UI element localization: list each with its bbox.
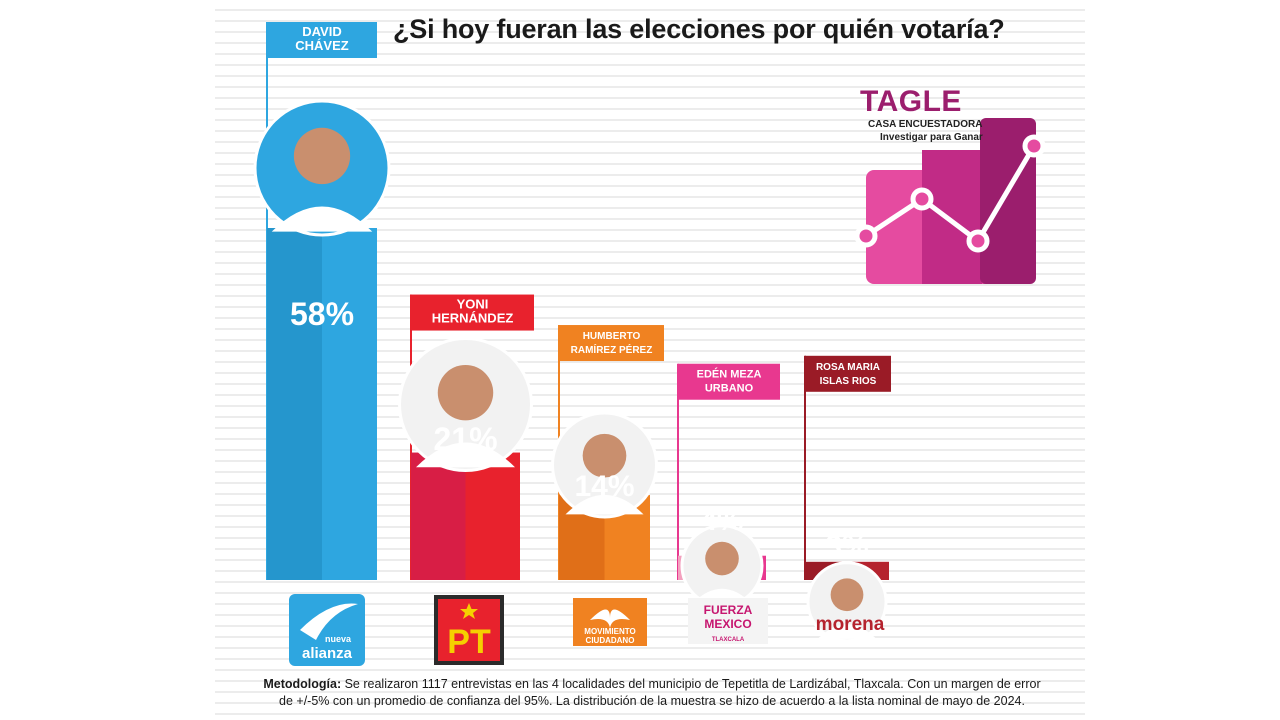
- candidate-name-line: ISLAS RIOS: [820, 376, 877, 387]
- party-logo-text: nueva: [325, 634, 352, 644]
- brand-subtitle: CASA ENCUESTADORA: [868, 119, 983, 130]
- candidate-name-tag: [559, 325, 664, 362]
- candidate-name-line: URBANO: [705, 383, 754, 395]
- brand-name: TAGLE: [860, 85, 962, 118]
- party-logo-text: CIUDADANO: [586, 636, 635, 645]
- nueva-alianza-swoosh: [300, 603, 358, 640]
- candidate-shirt: [817, 624, 877, 639]
- party-logo-text: MEXICO: [704, 617, 751, 631]
- candidate-name-line: CHÁVEZ: [295, 38, 349, 53]
- tagle-logo-block: [922, 150, 982, 284]
- candidate-name-line: EDÉN MEZA: [697, 368, 762, 381]
- candidate-name-line: HUMBERTO: [583, 331, 641, 342]
- methodology-text: Se realizaron 1117 entrevistas en las 4 …: [279, 677, 1041, 708]
- candidate-face: [705, 541, 739, 576]
- bar-left: [411, 452, 466, 580]
- bar-value-label: 3%: [825, 530, 868, 563]
- candidate-shirt: [271, 206, 373, 232]
- bar-right: [465, 452, 520, 580]
- nueva-alianza-logo: [289, 594, 365, 666]
- brand-tagline: Investigar para Ganar: [880, 132, 983, 143]
- tagle-logo-point: [910, 187, 934, 211]
- tagle-logo-point: [966, 229, 990, 253]
- candidate-shirt: [416, 442, 515, 468]
- bar-value-label: 14%: [574, 470, 634, 503]
- party-logo-text: PT: [447, 623, 491, 661]
- tagle-logo-block: [980, 118, 1036, 284]
- candidate-face: [582, 433, 627, 478]
- pt-star-icon: [460, 603, 478, 619]
- candidate-name-line: ROSA MARIA: [816, 362, 880, 373]
- tagle-logo-trend-line: [864, 144, 1037, 245]
- tagle-brand: TAGLE CASA ENCUESTADORA Investigar para …: [860, 86, 1036, 144]
- candidate-name-tag: [805, 355, 891, 392]
- bar-left: [267, 228, 322, 580]
- candidate-name-tag: [267, 22, 377, 58]
- eagle-icon: [590, 609, 630, 628]
- candidate-face: [830, 578, 864, 612]
- methodology-label: Metodología:: [263, 677, 342, 691]
- bar-value-label: 58%: [290, 296, 354, 332]
- candidate-name-line: HERNÁNDEZ: [432, 311, 514, 326]
- methodology-note: Metodología: Se realizaron 1117 entrevis…: [262, 676, 1042, 710]
- bar-value-label: 21%: [433, 421, 497, 457]
- candidate-name-tag: [678, 363, 780, 400]
- morena-logo: morena: [816, 614, 885, 635]
- page-title: ¿Si hoy fueran las elecciones por quién …: [393, 14, 1005, 44]
- party-logo-text: TLAXCALA: [712, 637, 745, 643]
- tagle-logo-point: [854, 224, 878, 248]
- candidate-name-tag: [411, 294, 534, 331]
- candidate-shirt: [565, 494, 644, 515]
- candidate-name-line: YONI: [457, 297, 489, 312]
- tagle-logo-point: [1022, 134, 1046, 158]
- party-logo-text: alianza: [302, 645, 353, 662]
- party-logo-text: MOVIMIENTO: [584, 627, 635, 636]
- candidate-face: [437, 364, 494, 421]
- candidate-face: [293, 127, 351, 185]
- candidate-name-line: DAVID: [302, 24, 341, 39]
- bar-right: [322, 228, 377, 580]
- fuerza-mexico-logo: [688, 598, 768, 644]
- party-logo-text: FUERZA: [704, 603, 753, 617]
- bar-value-label: 4%: [700, 504, 743, 537]
- candidate-name-line: RAMÍREZ PÉREZ: [571, 343, 653, 356]
